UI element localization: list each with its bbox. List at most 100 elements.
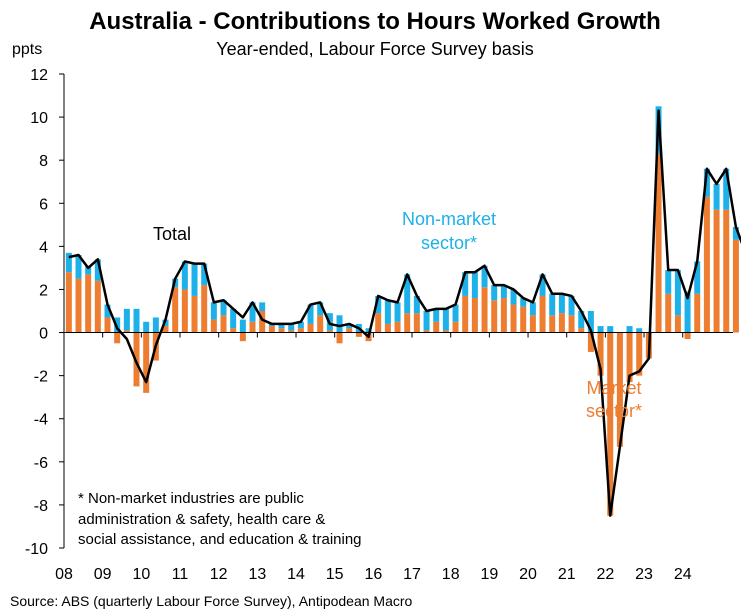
market-bar (65, 272, 72, 333)
nonmarket-bar (558, 293, 565, 314)
nonmarket-bar (249, 302, 256, 322)
nonmarket-bar (471, 272, 478, 299)
market-bar (471, 298, 478, 333)
nonmarket-bar (626, 326, 633, 333)
nonmarket-bar (607, 326, 614, 333)
nonmarket-bar (587, 311, 594, 333)
nonmarket-bar (442, 308, 449, 331)
nonmarket-bar (75, 254, 82, 279)
nonmarket-bar (94, 259, 101, 281)
nonmarket-bar (143, 321, 150, 333)
nonmarket-bar (404, 274, 411, 314)
nonmarket-bar (529, 302, 536, 316)
market-annotation-line1: Market (586, 378, 641, 398)
nonmarket-bar (85, 265, 92, 275)
market-bar (433, 321, 440, 333)
market-bar (491, 300, 498, 333)
nonmarket-bar (491, 285, 498, 301)
nonmarket-bar (732, 226, 739, 240)
y-axis-label: ppts (12, 41, 42, 58)
nonmarket-bar (452, 304, 459, 322)
nonmarket-bar (500, 285, 507, 299)
market-bar (578, 328, 585, 333)
market-bar (317, 315, 324, 333)
nonmarket-bar (549, 293, 556, 316)
market-bar (539, 295, 546, 333)
market-bar (346, 328, 353, 333)
nonmarket-bar (703, 168, 710, 197)
market-bar (336, 332, 343, 344)
y-tick-label: 10 (30, 110, 48, 127)
total-series-line (68, 109, 741, 517)
nonmarket-bar (65, 252, 72, 273)
market-bar (500, 298, 507, 333)
y-tick-label: 0 (39, 326, 48, 343)
market-bar (452, 321, 459, 333)
x-tick-label: 19 (480, 566, 498, 583)
market-annotation-line2: sector* (586, 401, 642, 421)
nonmarket-bar (181, 261, 188, 290)
source-note: Source: ABS (quarterly Labour Force Surv… (10, 593, 413, 609)
total-annotation: Total (153, 224, 191, 244)
x-tick-label: 16 (364, 566, 382, 583)
market-bar (326, 330, 333, 333)
nonmarket-bar (462, 272, 469, 296)
market-bar (510, 304, 517, 333)
y-tick-label: 8 (39, 153, 48, 170)
market-bar (626, 332, 633, 383)
x-tick-label: 12 (210, 566, 228, 583)
x-tick-label: 08 (55, 566, 73, 583)
market-bar (210, 319, 217, 333)
nonmarket-bar (123, 308, 130, 331)
market-bar (607, 332, 614, 516)
nonmarket-bar (346, 323, 353, 329)
market-bar (85, 274, 92, 333)
x-tick-label: 11 (172, 566, 189, 583)
nonmarket-bar (636, 328, 643, 333)
market-bar (462, 295, 469, 333)
market-bar (75, 278, 82, 333)
nonmarket-bar (520, 298, 527, 307)
nonmarket-bar (210, 302, 217, 320)
y-tick-label: -6 (34, 455, 48, 472)
chart-title: Australia - Contributions to Hours Worke… (89, 8, 661, 35)
nonmarket-bar (394, 302, 401, 322)
nonmarket-bar (365, 328, 372, 333)
nonmarket-bar (684, 291, 691, 333)
market-bar (201, 285, 208, 333)
nonmarket-bar (413, 295, 420, 314)
nonmarket-bar (384, 300, 391, 324)
x-tick-label: 21 (558, 566, 576, 583)
y-tick-label: -2 (34, 369, 48, 386)
market-bar (694, 293, 701, 333)
nonmarket-bar (723, 168, 730, 210)
market-bar (297, 328, 304, 333)
x-tick-label: 13 (248, 566, 266, 583)
market-bar (616, 332, 623, 447)
market-bar (394, 321, 401, 333)
nonmarket-bar (201, 263, 208, 286)
market-bar (713, 209, 720, 333)
market-bar (597, 332, 604, 376)
market-bar (307, 323, 314, 333)
y-tick-label: -4 (34, 412, 48, 429)
nonmarket-bar (239, 319, 246, 333)
x-tick-label: 10 (132, 566, 150, 583)
nonmarket-bar (230, 308, 237, 329)
nonmarket-bar (568, 295, 575, 316)
nonmarket-bar (539, 274, 546, 296)
bars (65, 106, 739, 516)
nonmarket-annotation-line2: sector* (421, 233, 477, 253)
footnote-line3: social assistance, and education & train… (78, 531, 362, 548)
market-bar (259, 311, 266, 333)
footnote-line1: * Non-market industries are public (78, 490, 304, 507)
market-bar (732, 239, 739, 333)
y-axis: 12 10 8 6 4 2 0 -2 -4 -6 -8 -10 (25, 67, 64, 558)
market-bar (143, 332, 150, 393)
chart-subtitle: Year-ended, Labour Force Survey basis (216, 39, 534, 59)
market-bar (723, 209, 730, 333)
market-bar (191, 295, 198, 333)
x-tick-label: 18 (442, 566, 460, 583)
nonmarket-bar (694, 261, 701, 294)
